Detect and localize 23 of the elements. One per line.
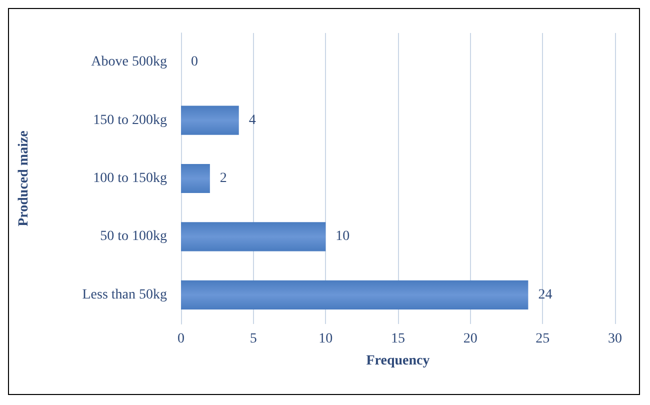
bar xyxy=(181,164,210,194)
x-tick-label: 5 xyxy=(250,332,257,346)
y-tick-label: 50 to 100kg xyxy=(100,229,167,244)
x-tick-label: 15 xyxy=(391,332,405,346)
x-axis-title: Frequency xyxy=(366,354,430,368)
y-tick-label: 100 to 150kg xyxy=(93,171,167,186)
x-tick-label: 30 xyxy=(608,332,622,346)
data-label: 2 xyxy=(220,171,227,186)
data-label: 0 xyxy=(191,54,198,70)
bar xyxy=(181,222,326,252)
data-label: 24 xyxy=(538,287,552,302)
bar xyxy=(181,106,239,135)
data-label: 4 xyxy=(248,112,256,128)
y-axis-title: Produced maize xyxy=(16,130,32,226)
y-tick-label: 150 to 200kg xyxy=(93,112,167,128)
x-tick-label: 0 xyxy=(178,332,184,346)
y-tick-label: Less than 50kg xyxy=(82,287,167,302)
x-tick-label: 10 xyxy=(318,332,333,346)
x-tick-label: 25 xyxy=(536,332,550,346)
y-tick-label: Above 500kg xyxy=(91,54,167,70)
data-label: 10 xyxy=(336,229,350,244)
bar xyxy=(181,280,528,310)
x-tick-label: 20 xyxy=(463,332,478,346)
